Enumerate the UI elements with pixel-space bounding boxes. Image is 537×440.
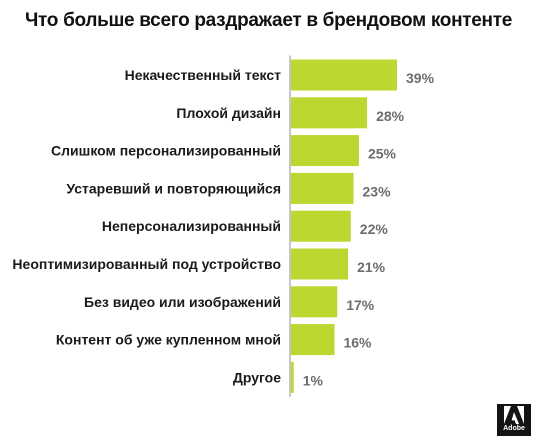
bars-layer: Некачественный текст 39% Плохой дизайн 28% С…	[12, 59, 435, 393]
bar	[291, 286, 338, 318]
category-label: Некачественный текст	[125, 67, 282, 83]
bar	[291, 210, 351, 242]
category-label: Контент об уже купленном мной	[56, 332, 281, 348]
value-label: 21%	[357, 259, 386, 275]
adobe-logo-text: Adobe	[503, 425, 525, 432]
category-label: Без видео или изображений	[84, 294, 281, 310]
value-label: 28%	[376, 108, 405, 124]
value-label: 1%	[303, 372, 324, 388]
bar	[291, 361, 294, 393]
value-label: 22%	[360, 221, 389, 237]
value-label: 16%	[343, 335, 372, 351]
bar	[291, 248, 349, 280]
bar	[291, 135, 359, 167]
category-label: Неперсонализированный	[102, 218, 281, 234]
bar	[291, 97, 368, 129]
category-label: Слишком персонализированный	[51, 143, 281, 159]
adobe-logo: Adobe	[497, 404, 531, 436]
category-label: Неоптимизированный под устройство	[12, 256, 281, 272]
adobe-logo-icon	[504, 406, 524, 424]
bar	[291, 172, 354, 204]
bar	[291, 324, 335, 356]
value-label: 23%	[363, 183, 392, 199]
category-label: Устаревший и повторяющийся	[66, 180, 281, 196]
value-label: 39%	[406, 70, 435, 86]
value-label: 25%	[368, 146, 397, 162]
value-label: 17%	[346, 297, 375, 313]
category-label: Другое	[233, 369, 281, 385]
chart-title: Что больше всего раздражает в брендовом …	[24, 10, 513, 31]
bar	[291, 59, 397, 91]
category-label: Плохой дизайн	[176, 105, 281, 121]
